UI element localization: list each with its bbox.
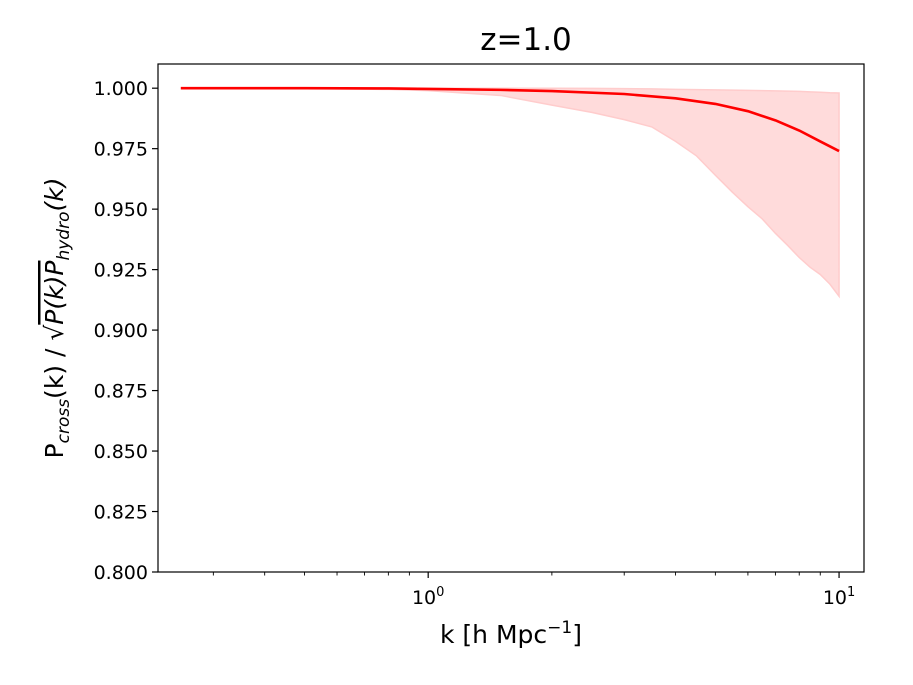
y-tick-label: 0.950: [94, 199, 148, 221]
x-axis-label-end: ]: [572, 620, 582, 649]
y-axis-label-pk: P(k)P: [40, 260, 69, 325]
x-axis-label-main: k [h Mpc: [440, 620, 547, 649]
x-axis: 100 101: [212, 572, 855, 609]
x-tick-label-base: 10: [823, 587, 847, 609]
y-axis-label-sub-cross: cross: [54, 399, 74, 444]
x-tick-label-exp: 0: [436, 585, 444, 600]
x-tick-label-base: 10: [412, 587, 436, 609]
plot-area: [180, 86, 840, 299]
y-tick-label: 0.975: [94, 139, 148, 161]
x-tick-label: 100: [412, 585, 444, 609]
series-line-0: [180, 86, 840, 153]
y-axis-label-p: P: [40, 443, 69, 458]
y-tick-label: 0.875: [94, 381, 148, 403]
y-axis-label-sqrt: √: [40, 325, 69, 341]
y-tick-label: 0.850: [94, 441, 148, 463]
x-tick-label-exp: 1: [847, 585, 855, 600]
x-tick-label: 101: [823, 585, 855, 609]
x-axis-label-sup: −1: [547, 618, 572, 638]
y-axis-label: Pcross(k) / √P(k)Phydro(k): [40, 178, 74, 459]
y-tick-label: 1.000: [94, 78, 148, 100]
y-axis-label-sub-hydro: hydro: [54, 212, 74, 261]
uncertainty-band: [180, 87, 840, 299]
y-tick-label: 0.900: [94, 320, 148, 342]
y-axis-label-end: (k): [40, 178, 69, 212]
y-tick-label: 0.825: [94, 502, 148, 524]
chart-title: z=1.0: [480, 22, 572, 58]
x-axis-label: k [h Mpc−1]: [440, 618, 582, 649]
y-axis-label-mid: (k) /: [40, 341, 69, 399]
y-tick-label: 0.800: [94, 562, 148, 584]
axes-frame: [157, 63, 865, 573]
y-tick-label: 0.925: [94, 260, 148, 282]
y-axis: 0.800 0.825 0.850 0.875 0.900 0.925 0.950 0.975…: [94, 78, 158, 584]
